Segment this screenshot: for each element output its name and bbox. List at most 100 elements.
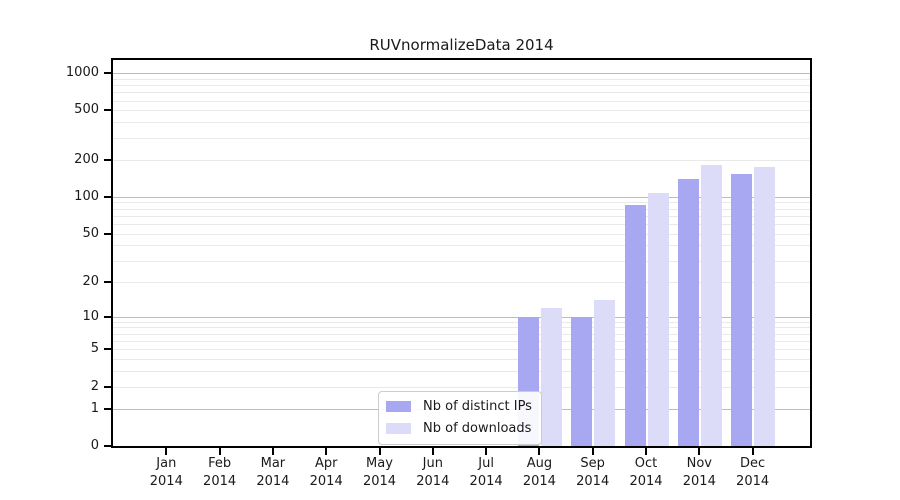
x-tick-month: Oct (634, 456, 658, 471)
y-axis-tick (104, 109, 111, 112)
x-tick-label: Jun 2014 (393, 455, 473, 491)
x-axis-tick (325, 448, 328, 455)
y-gridline-minor (113, 371, 810, 373)
y-gridline-minor (113, 386, 810, 388)
legend-item-distinct-ips: Nb of distinct IPs (386, 399, 532, 414)
x-tick-label: Oct 2014 (606, 455, 686, 491)
y-tick-label: 500 (74, 102, 99, 118)
y-axis-tick (104, 315, 111, 318)
y-axis-tick (104, 232, 111, 235)
x-tick-label: Dec 2014 (713, 455, 793, 491)
y-axis-tick (104, 280, 111, 283)
x-axis-tick (751, 448, 754, 455)
x-tick-month: Nov (686, 456, 712, 471)
x-tick-month: Jun (422, 456, 443, 471)
x-tick-label: May 2014 (340, 455, 420, 491)
y-gridline-minor (113, 233, 810, 235)
chart-title: RUVnormalizeData 2014 (369, 36, 554, 54)
y-gridline-minor (113, 333, 810, 335)
y-gridline-minor (113, 281, 810, 283)
y-gridline-minor (113, 122, 810, 124)
y-gridline-minor (113, 340, 810, 342)
x-axis-tick (165, 448, 168, 455)
y-gridline-minor (113, 245, 810, 247)
y-tick-label: 2 (90, 378, 99, 394)
bar-distinct-ips-nov (677, 178, 699, 446)
legend: Nb of distinct IPs Nb of downloads (378, 391, 542, 445)
legend-label-distinct-ips: Nb of distinct IPs (423, 399, 532, 414)
y-axis-tick (104, 385, 111, 388)
x-axis-tick (378, 448, 381, 455)
y-axis-tick (104, 348, 111, 351)
y-tick-label: 10 (82, 308, 99, 324)
x-tick-year: 2014 (682, 474, 716, 489)
bar-downloads-dec (754, 167, 776, 446)
x-tick-label: Aug 2014 (499, 455, 579, 491)
legend-item-downloads: Nb of downloads (386, 421, 531, 436)
x-tick-year: 2014 (362, 474, 397, 489)
bar-downloads-sep (594, 299, 616, 446)
y-axis-tick (104, 407, 111, 410)
y-gridline-minor (113, 349, 810, 351)
y-gridline-minor (113, 202, 810, 204)
legend-swatch-downloads (386, 423, 411, 434)
y-gridline-major (113, 196, 810, 198)
x-tick-month: Feb (208, 456, 232, 471)
y-gridline-minor (113, 85, 810, 86)
bar-distinct-ips-sep (571, 316, 593, 446)
x-tick-year: 2014 (309, 474, 343, 489)
y-gridline-minor (113, 92, 810, 94)
x-axis-tick (431, 448, 434, 455)
bar-distinct-ips-oct (624, 205, 646, 446)
x-tick-month: Apr (314, 456, 338, 471)
x-tick-month: Sep (580, 456, 605, 471)
x-tick-year: 2014 (149, 474, 183, 489)
y-gridline-minor (113, 159, 810, 161)
x-tick-year: 2014 (203, 474, 237, 489)
y-gridline-minor (113, 110, 810, 112)
x-tick-year: 2014 (629, 474, 663, 489)
x-axis-tick (538, 448, 541, 455)
x-tick-label: Mar 2014 (233, 455, 313, 491)
y-tick-label: 100 (74, 188, 99, 204)
y-gridline-minor (113, 260, 810, 262)
x-tick-month: Aug (526, 456, 553, 471)
x-tick-month: Jan (156, 456, 177, 471)
x-axis-tick (591, 448, 594, 455)
y-gridline-minor (113, 215, 810, 217)
x-tick-label: Feb 2014 (180, 455, 260, 491)
x-tick-year: 2014 (416, 474, 450, 489)
y-gridline-minor (113, 327, 810, 329)
x-axis-tick (698, 448, 701, 455)
bar-downloads-aug (540, 307, 562, 446)
y-tick-label: 0 (90, 438, 99, 453)
y-tick-label: 1 (90, 400, 99, 416)
x-tick-year: 2014 (522, 474, 556, 489)
y-axis-tick (104, 445, 111, 447)
x-tick-label: Jan 2014 (126, 455, 206, 491)
x-tick-month: Dec (740, 456, 766, 471)
x-tick-year: 2014 (469, 474, 503, 489)
x-axis-tick (218, 448, 221, 455)
y-axis-tick (104, 158, 111, 161)
legend-swatch-distinct-ips (386, 401, 411, 412)
y-gridline-major (113, 316, 810, 318)
bar-downloads-nov (700, 165, 722, 446)
x-axis-tick (645, 448, 647, 455)
x-tick-label: Apr 2014 (286, 455, 366, 491)
x-axis-tick (485, 448, 488, 455)
y-gridline-minor (113, 208, 810, 210)
x-axis-tick (271, 448, 274, 455)
y-tick-label: 5 (90, 341, 99, 357)
x-tick-label: Nov 2014 (659, 455, 739, 491)
legend-label-downloads: Nb of downloads (423, 421, 532, 436)
x-tick-year: 2014 (256, 474, 290, 489)
x-tick-month: Mar (260, 456, 286, 471)
y-tick-label: 200 (74, 151, 99, 167)
plot-area: 0 1 2 5 10 20 50 100 200 500 1000 Jan 2014 Feb 2014 Mar… (66, 58, 812, 489)
y-gridline-minor (113, 100, 810, 102)
x-tick-year: 2014 (736, 474, 770, 489)
bar-downloads-oct (647, 192, 669, 446)
x-tick-label: Jul 2014 (446, 455, 526, 491)
